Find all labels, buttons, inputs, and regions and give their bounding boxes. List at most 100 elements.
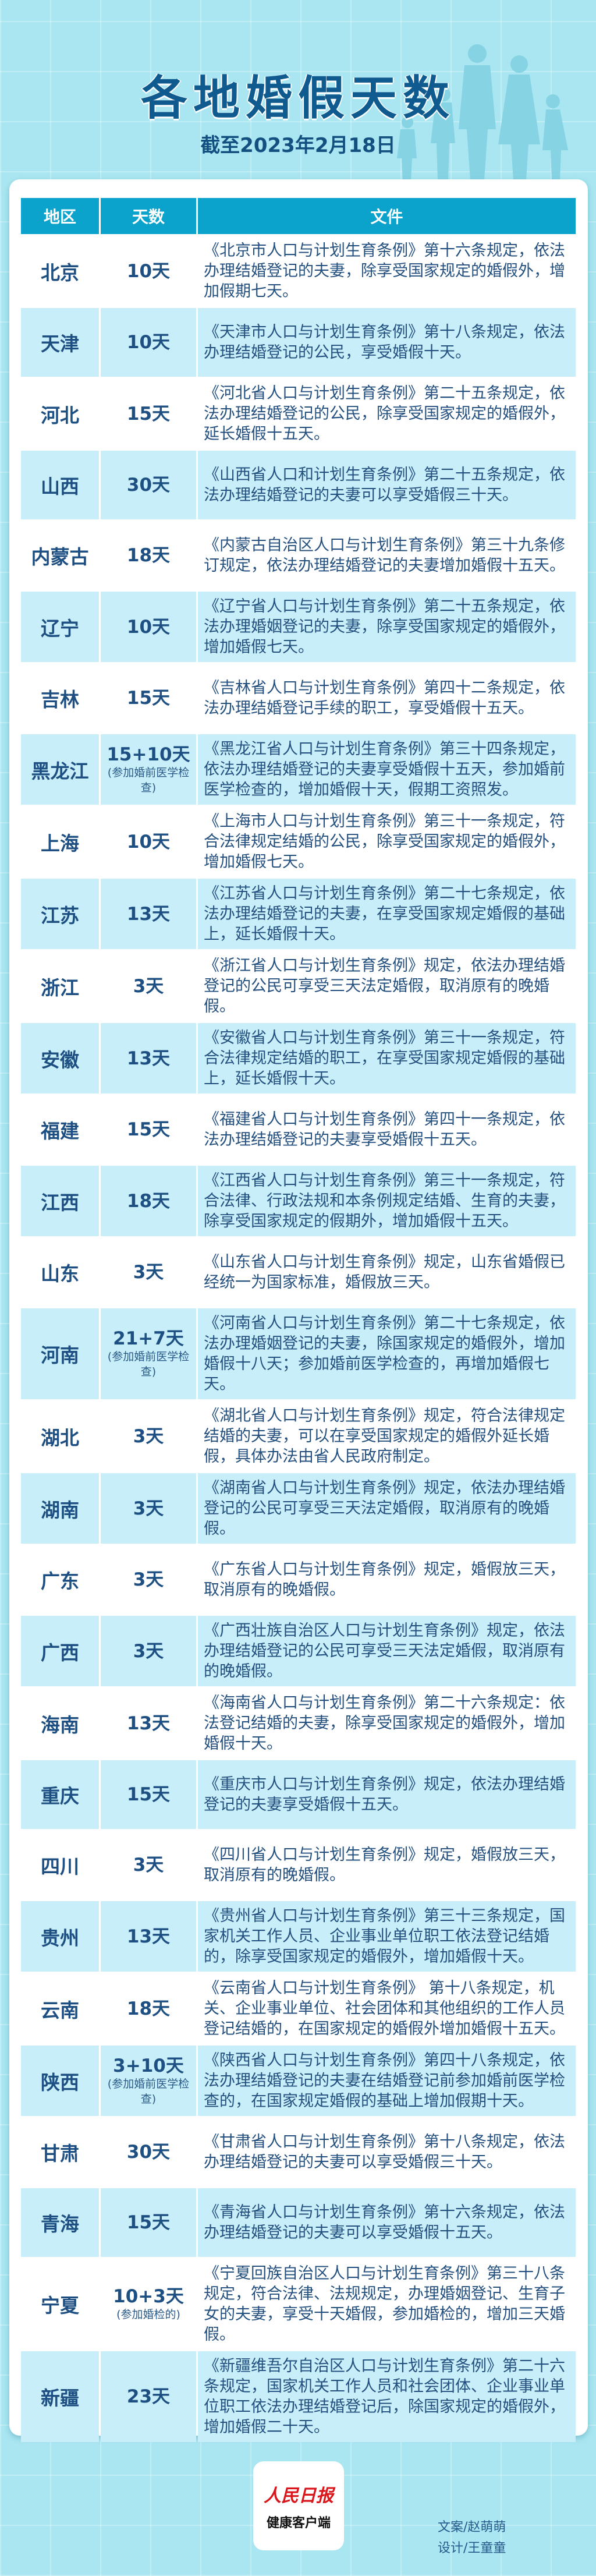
region-cell: 安徽 bbox=[21, 1023, 99, 1094]
region-cell: 湖北 bbox=[21, 1401, 99, 1471]
document-cell: 《海南省人口与计划生育条例》第二十六条规定：依法登记结婚的夫妻，除享受国家规定的… bbox=[198, 1688, 576, 1758]
marriage-leave-table: 地区 天数 文件 北京 10天 《北京市人口与计划生育条例》第十六条规定，依法办理结… bbox=[19, 196, 577, 2444]
days-cell: 3+10天 (参加婚前医学检查) bbox=[101, 2046, 196, 2116]
table-row: 江西 18天 《江西省人口与计划生育条例》第三十一条规定，符合法律、行政法规和本条例… bbox=[21, 1166, 576, 1236]
column-header-region: 地区 bbox=[21, 198, 99, 234]
days-value: 13天 bbox=[126, 1048, 171, 1069]
days-value: 13天 bbox=[126, 1712, 171, 1734]
logo-main-text: 人民日报 bbox=[264, 2486, 334, 2506]
table-row: 福建 15天 《福建省人口与计划生育条例》第四十一条规定，依法办理结婚登记的夫妻享受… bbox=[21, 1095, 576, 1164]
column-header-days: 天数 bbox=[101, 198, 196, 234]
document-cell: 《黑龙江省人口与计划生育条例》第三十四条规定，依法办理结婚登记的夫妻享受婚假十五… bbox=[198, 734, 576, 805]
days-cell: 23天 bbox=[101, 2351, 196, 2442]
region-cell: 北京 bbox=[21, 236, 99, 306]
region-cell: 山西 bbox=[21, 451, 99, 519]
region-cell: 浙江 bbox=[21, 951, 99, 1021]
days-value: 15天 bbox=[126, 2212, 171, 2233]
document-cell: 《重庆市人口与计划生育条例》规定，依法办理结婚登记的夫妻享受婚假十五天。 bbox=[198, 1760, 576, 1829]
days-cell: 13天 bbox=[101, 1901, 196, 1972]
region-cell: 新疆 bbox=[21, 2351, 99, 2442]
table-row: 天津 10天 《天津市人口与计划生育条例》第十八条规定，依法办理结婚登记的公民，享受… bbox=[21, 308, 576, 377]
table-row: 浙江 3天 《浙江省人口与计划生育条例》规定，依法办理结婚登记的公民可享受三天法定婚… bbox=[21, 951, 576, 1021]
days-value: 15+10天 bbox=[107, 744, 190, 765]
page-subtitle: 截至2023年2月18日 bbox=[200, 134, 396, 157]
table-row: 山西 30天 《山西省人口和计划生育条例》第二十五条规定，依法办理结婚登记的夫妻可以… bbox=[21, 451, 576, 519]
days-value: 3天 bbox=[133, 1498, 164, 1519]
credit-designer: 设计/王童童 bbox=[438, 2541, 506, 2556]
document-cell: 《广西壮族自治区人口与计划生育条例》规定，依法办理结婚登记的公民可享受三天法定婚… bbox=[198, 1616, 576, 1686]
days-value: 3天 bbox=[133, 1425, 164, 1447]
region-cell: 吉林 bbox=[21, 664, 99, 733]
days-cell: 18天 bbox=[101, 1166, 196, 1236]
table-header-row: 地区 天数 文件 bbox=[21, 198, 576, 234]
days-cell: 10天 bbox=[101, 308, 196, 377]
logo-sub-text: 健康客户端 bbox=[266, 2515, 331, 2531]
days-cell: 15天 bbox=[101, 664, 196, 733]
region-cell: 广西 bbox=[21, 1616, 99, 1686]
region-cell: 甘肃 bbox=[21, 2118, 99, 2186]
document-cell: 《北京市人口与计划生育条例》第十六条规定，依法办理结婚登记的夫妻，除享受国家规定… bbox=[198, 236, 576, 306]
region-cell: 黑龙江 bbox=[21, 734, 99, 805]
region-cell: 河北 bbox=[21, 378, 99, 449]
days-cell: 18天 bbox=[101, 1973, 196, 2044]
days-value: 10+3天 bbox=[113, 2286, 184, 2307]
days-value: 21+7天 bbox=[113, 1328, 184, 1349]
document-cell: 《河北省人口与计划生育条例》第二十五条规定，依法办理结婚登记的公民，除享受国家规… bbox=[198, 378, 576, 449]
days-value: 15天 bbox=[126, 688, 171, 709]
table-row: 吉林 15天 《吉林省人口与计划生育条例》第四十二条规定，依法办理结婚登记手续的职工… bbox=[21, 664, 576, 733]
document-cell: 《福建省人口与计划生育条例》第四十一条规定，依法办理结婚登记的夫妻享受婚假十五天… bbox=[198, 1095, 576, 1164]
days-cell: 21+7天 (参加婚前医学检查) bbox=[101, 1308, 196, 1399]
days-value: 10天 bbox=[126, 332, 171, 353]
days-cell: 10+3天 (参加婚检的) bbox=[101, 2259, 196, 2349]
document-cell: 《辽宁省人口与计划生育条例》第二十五条规定，依法办理婚姻登记的夫妻，除享受国家规… bbox=[198, 592, 576, 662]
days-note: (参加婚前医学检查) bbox=[107, 2077, 190, 2106]
days-cell: 3天 bbox=[101, 951, 196, 1021]
document-cell: 《上海市人口与计划生育条例》第三十一条规定，符合法律规定结婚的公民，除享受国家规… bbox=[198, 806, 576, 877]
region-cell: 河南 bbox=[21, 1308, 99, 1399]
table-row: 广西 3天 《广西壮族自治区人口与计划生育条例》规定，依法办理结婚登记的公民可享受三… bbox=[21, 1616, 576, 1686]
region-cell: 山东 bbox=[21, 1238, 99, 1307]
people-daily-health-logo: 人民日报 健康客户端 bbox=[253, 2461, 344, 2550]
table-row: 云南 18天 《云南省人口与计划生育条例》 第十八条规定，机关、企业事业单位、社会团… bbox=[21, 1973, 576, 2044]
document-cell: 《内蒙古自治区人口与计划生育条例》第三十九条修订规定，依法办理结婚登记的夫妻增加… bbox=[198, 521, 576, 590]
table-row: 河南 21+7天 (参加婚前医学检查) 《河南省人口与计划生育条例》第二十七条规定，依… bbox=[21, 1308, 576, 1399]
region-cell: 四川 bbox=[21, 1831, 99, 1899]
table-row: 黑龙江 15+10天 (参加婚前医学检查) 《黑龙江省人口与计划生育条例》第三十四条规… bbox=[21, 734, 576, 805]
days-value: 3天 bbox=[133, 1262, 164, 1283]
days-value: 18天 bbox=[126, 1998, 171, 2019]
days-cell: 18天 bbox=[101, 521, 196, 590]
days-cell: 15天 bbox=[101, 2188, 196, 2257]
region-cell: 江西 bbox=[21, 1166, 99, 1236]
document-cell: 《湖南省人口与计划生育条例》规定，依法办理结婚登记的公民可享受三天法定婚假，取消… bbox=[198, 1473, 576, 1544]
days-cell: 3天 bbox=[101, 1473, 196, 1544]
table-row: 安徽 13天 《安徽省人口与计划生育条例》第三十一条规定，符合法律规定结婚的职工，在… bbox=[21, 1023, 576, 1094]
column-header-document: 文件 bbox=[198, 198, 576, 234]
document-cell: 《江西省人口与计划生育条例》第三十一条规定，符合法律、行政法规和本条例规定结婚、… bbox=[198, 1166, 576, 1236]
document-cell: 《山西省人口和计划生育条例》第二十五条规定，依法办理结婚登记的夫妻可以享受婚假三… bbox=[198, 451, 576, 519]
days-value: 3天 bbox=[133, 1640, 164, 1662]
days-cell: 3天 bbox=[101, 1401, 196, 1471]
table-row: 江苏 13天 《江苏省人口与计划生育条例》第二十七条规定，依法办理结婚登记的夫妻，在… bbox=[21, 879, 576, 949]
days-cell: 13天 bbox=[101, 1688, 196, 1758]
days-value: 3天 bbox=[133, 1855, 164, 1876]
region-cell: 天津 bbox=[21, 308, 99, 377]
document-cell: 《贵州省人口与计划生育条例》第三十三条规定，国家机关工作人员、企业事业单位职工依… bbox=[198, 1901, 576, 1972]
document-cell: 《浙江省人口与计划生育条例》规定，依法办理结婚登记的公民可享受三天法定婚假，取消… bbox=[198, 951, 576, 1021]
days-cell: 30天 bbox=[101, 2118, 196, 2186]
days-value: 13天 bbox=[126, 1926, 171, 1947]
document-cell: 《甘肃省人口与计划生育条例》第十八条规定，依法办理结婚登记的夫妻可以享受婚假三十… bbox=[198, 2118, 576, 2186]
region-cell: 上海 bbox=[21, 806, 99, 877]
days-cell: 10天 bbox=[101, 236, 196, 306]
days-cell: 30天 bbox=[101, 451, 196, 519]
days-value: 10天 bbox=[126, 260, 171, 282]
days-cell: 13天 bbox=[101, 1023, 196, 1094]
days-value: 15天 bbox=[126, 1119, 171, 1140]
table-row: 甘肃 30天 《甘肃省人口与计划生育条例》第十八条规定，依法办理结婚登记的夫妻可以享… bbox=[21, 2118, 576, 2186]
days-value: 30天 bbox=[126, 475, 171, 496]
table-row: 新疆 23天 《新疆维吾尔自治区人口与计划生育条例》第二十六条规定，国家机关工作人员… bbox=[21, 2351, 576, 2442]
days-cell: 15天 bbox=[101, 1760, 196, 1829]
region-cell: 宁夏 bbox=[21, 2259, 99, 2349]
days-value: 13天 bbox=[126, 903, 171, 925]
document-cell: 《天津市人口与计划生育条例》第十八条规定，依法办理结婚登记的公民，享受婚假十天。 bbox=[198, 308, 576, 377]
region-cell: 重庆 bbox=[21, 1760, 99, 1829]
